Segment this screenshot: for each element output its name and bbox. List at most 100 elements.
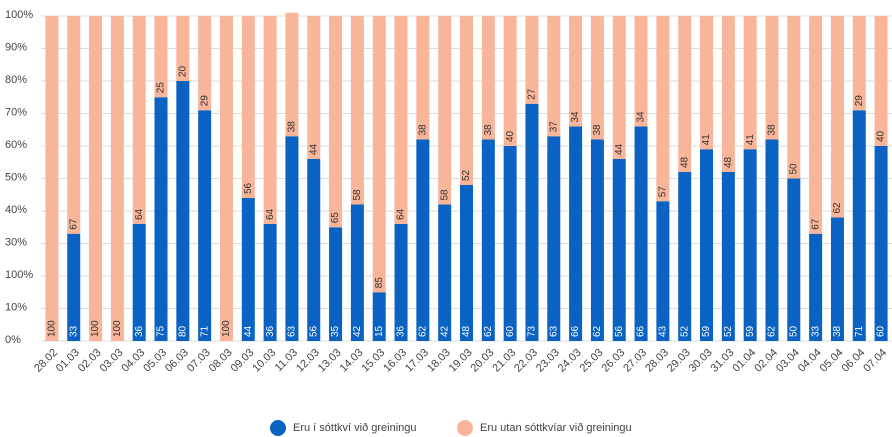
x-tick-label: 05.03 (141, 347, 169, 375)
bar-segment (241, 198, 255, 341)
y-tick-label: 10% (5, 301, 27, 313)
value-label: 56 (614, 325, 625, 337)
bar-segment (590, 139, 604, 341)
legend-swatch (270, 420, 286, 436)
bar-segment (656, 201, 670, 341)
x-tick-label: 19.03 (447, 347, 475, 375)
bar-segment (830, 217, 844, 341)
bar-segment (416, 139, 430, 341)
value-label: 56 (308, 325, 319, 337)
bar-segment (678, 172, 692, 341)
value-label: 38 (483, 124, 494, 136)
x-tick-label: 22.03 (512, 347, 540, 375)
x-tick-label: 07.03 (185, 347, 213, 375)
bar-segment (329, 227, 343, 341)
value-label: 63 (287, 325, 298, 337)
value-label: 73 (527, 325, 538, 337)
value-label: 60 (876, 325, 887, 337)
bar-segment (219, 16, 233, 341)
value-label: 44 (308, 143, 319, 155)
bar-segment (787, 178, 801, 341)
value-label: 38 (767, 124, 778, 136)
x-tick-label: 25.03 (578, 347, 606, 375)
bar-segment (176, 81, 190, 341)
bar-segment (263, 224, 277, 341)
x-tick-label: 13.03 (316, 347, 344, 375)
bar-segment (852, 16, 866, 111)
value-label: 36 (396, 325, 407, 337)
x-tick-label: 27.03 (621, 347, 649, 375)
bar-segment (329, 16, 343, 228)
value-label: 64 (265, 208, 276, 220)
value-label: 80 (177, 325, 188, 337)
value-label: 43 (658, 325, 669, 337)
bar-segment (67, 16, 81, 234)
y-tick-label: 40% (5, 204, 27, 216)
value-label: 62 (592, 325, 603, 337)
bar-segment (110, 16, 124, 341)
value-label: 36 (265, 325, 276, 337)
x-tick-label: 05.04 (818, 347, 846, 375)
bar-segment (700, 16, 714, 150)
x-tick-label: 28.03 (643, 347, 671, 375)
x-tick-label: 28.02 (32, 347, 60, 375)
value-label: 67 (68, 218, 79, 230)
value-label: 100 (221, 320, 232, 337)
y-tick-label: 50% (5, 171, 27, 183)
legend-label: Eru í sóttkví við greiningu (293, 422, 417, 434)
x-tick-label: 17.03 (403, 347, 431, 375)
x-tick-label: 06.03 (163, 347, 191, 375)
x-tick-label: 23.03 (534, 347, 562, 375)
value-label: 34 (570, 111, 581, 123)
value-label: 64 (396, 208, 407, 220)
value-label: 57 (658, 186, 669, 198)
value-label: 60 (505, 325, 516, 337)
bar-segment (89, 16, 103, 341)
value-label: 34 (636, 111, 647, 123)
bar-segment (45, 16, 59, 341)
bar-segment (612, 159, 626, 341)
value-label: 15 (374, 325, 385, 337)
value-label: 52 (461, 169, 472, 181)
value-label: 100 (47, 320, 58, 337)
bar-segment (372, 16, 386, 293)
y-tick-label: 90% (5, 41, 27, 53)
y-tick-label: 100% (5, 269, 33, 281)
value-label: 40 (876, 130, 887, 142)
value-label: 71 (854, 325, 865, 337)
bar-segment (721, 172, 735, 341)
value-label: 33 (68, 325, 79, 337)
x-tick-label: 02.03 (76, 347, 104, 375)
value-label: 62 (483, 325, 494, 337)
y-tick-label: 0% (5, 334, 21, 346)
x-tick-label: 03.04 (774, 347, 802, 375)
value-label: 41 (745, 134, 756, 146)
bar-segment (830, 16, 844, 218)
x-tick-label: 01.04 (730, 347, 758, 375)
bar-segment (547, 16, 561, 137)
bar-segment (460, 16, 473, 185)
value-label: 38 (287, 121, 298, 133)
value-label: 38 (592, 124, 603, 136)
x-tick-label: 07.04 (861, 347, 889, 375)
bar-segment (809, 16, 823, 234)
value-label: 56 (243, 182, 254, 194)
x-tick-label: 15.03 (359, 347, 387, 375)
value-label: 66 (636, 325, 647, 337)
bar-segment (525, 16, 539, 104)
value-label: 50 (788, 325, 799, 337)
value-label: 48 (679, 156, 690, 168)
bar-segment (743, 16, 757, 150)
x-tick-label: 14.03 (338, 347, 366, 375)
value-label: 27 (527, 88, 538, 100)
value-label: 44 (614, 143, 625, 155)
bar-segment (198, 16, 212, 111)
value-label: 44 (243, 325, 254, 337)
value-label: 20 (177, 65, 188, 77)
value-label: 37 (548, 121, 559, 133)
value-label: 48 (461, 325, 472, 337)
value-label: 62 (832, 202, 843, 214)
bar-segment (154, 16, 168, 98)
bar-segment (481, 16, 495, 140)
